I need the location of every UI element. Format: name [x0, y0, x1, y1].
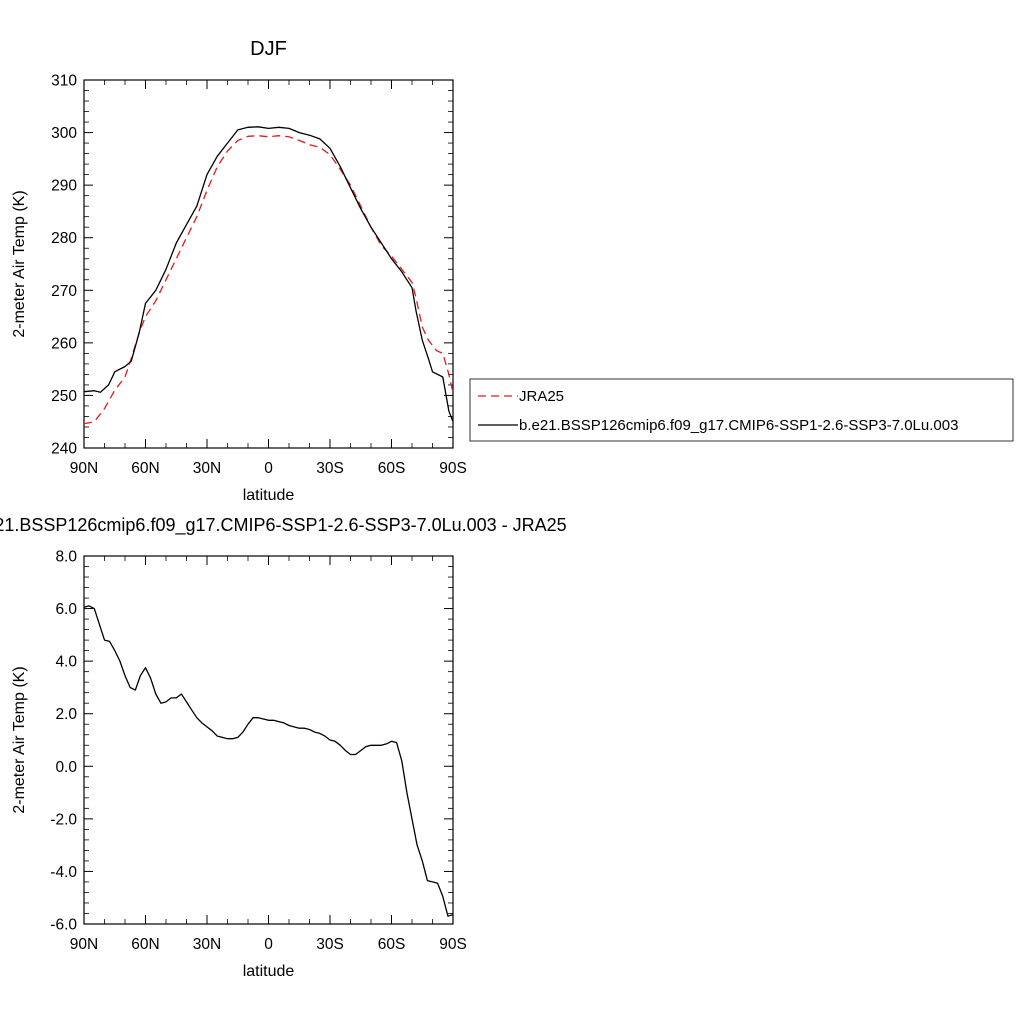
plot-frame-bottom: [83, 555, 454, 925]
chart-title-top: DJF: [250, 38, 287, 60]
y-tick-label: 0.0: [55, 759, 77, 776]
x-tick-label: 60N: [131, 936, 159, 953]
series-lines-bottom: [83, 605, 454, 917]
x-tick-label: 30S: [316, 460, 344, 477]
y-axis-label-top: 2-meter Air Temp (K): [11, 190, 28, 337]
x-tick-label: 30S: [316, 936, 344, 953]
y-tick-label: 250: [51, 388, 77, 405]
y-tick-label: 260: [51, 335, 77, 352]
y-axis-label-bottom: 2-meter Air Temp (K): [11, 666, 28, 813]
y-tick-label: 8.0: [55, 549, 77, 566]
panel-bottom: -6.0 -4.0 -2.0 0.0 2.0 4.0 6.0 8.0 90N 60N 30N 0 30…: [0, 515, 567, 980]
y-tick-label: 270: [51, 283, 77, 300]
y-tick-label: 240: [51, 441, 77, 458]
chart-title-bottom: b.e21.BSSP126cmip6.f09_g17.CMIP6-SSP1-2.…: [0, 515, 567, 536]
x-tick-label: 30N: [193, 460, 221, 477]
x-tick-label: 60N: [131, 460, 159, 477]
x-axis-bottom: 90N 60N 30N 0 30S 60S 90S: [70, 556, 467, 953]
x-tick-label: 90N: [70, 936, 98, 953]
x-tick-label: 0: [264, 460, 273, 477]
series-line-model: [83, 126, 454, 422]
y-tick-label: 290: [51, 178, 77, 195]
legend-box: [469, 378, 1014, 442]
x-tick-label: 90S: [439, 460, 467, 477]
plot-frame-top: [83, 79, 454, 449]
y-axis-top: 240 250 260 270 280 290 300 310: [51, 73, 453, 458]
y-tick-label: -2.0: [50, 811, 77, 828]
x-axis-label-bottom: latitude: [243, 963, 295, 980]
x-tick-label: 90S: [439, 936, 467, 953]
series-lines-top: [83, 126, 454, 425]
y-axis-bottom: -6.0 -4.0 -2.0 0.0 2.0 4.0 6.0 8.0: [50, 549, 453, 934]
x-tick-label: 0: [264, 936, 273, 953]
legend-label-jra25: JRA25: [519, 388, 564, 405]
y-tick-label: 6.0: [55, 601, 77, 618]
x-axis-top: 90N 60N 30N 0 30S 60S 90S: [70, 80, 467, 477]
y-tick-label: 300: [51, 125, 77, 142]
series-line-difference: [83, 605, 454, 917]
legend: JRA25 b.e21.BSSP126cmip6.f09_g17.CMIP6-S…: [469, 378, 1014, 442]
x-tick-label: 60S: [378, 936, 406, 953]
x-tick-label: 30N: [193, 936, 221, 953]
legend-label-model: b.e21.BSSP126cmip6.f09_g17.CMIP6-SSP1-2.…: [519, 417, 958, 434]
y-tick-label: -6.0: [50, 917, 77, 934]
x-tick-label: 90N: [70, 460, 98, 477]
x-tick-label: 60S: [378, 460, 406, 477]
y-tick-label: 310: [51, 73, 77, 90]
x-axis-label-top: latitude: [243, 487, 295, 504]
y-tick-label: -4.0: [50, 864, 77, 881]
y-tick-label: 4.0: [55, 654, 77, 671]
series-line-jra25: [83, 135, 454, 425]
y-tick-label: 2.0: [55, 706, 77, 723]
panel-top: 240 250 260 270 280 290 300 310 90N 60N 30N 0 30S 60…: [11, 38, 467, 504]
y-tick-label: 280: [51, 230, 77, 247]
